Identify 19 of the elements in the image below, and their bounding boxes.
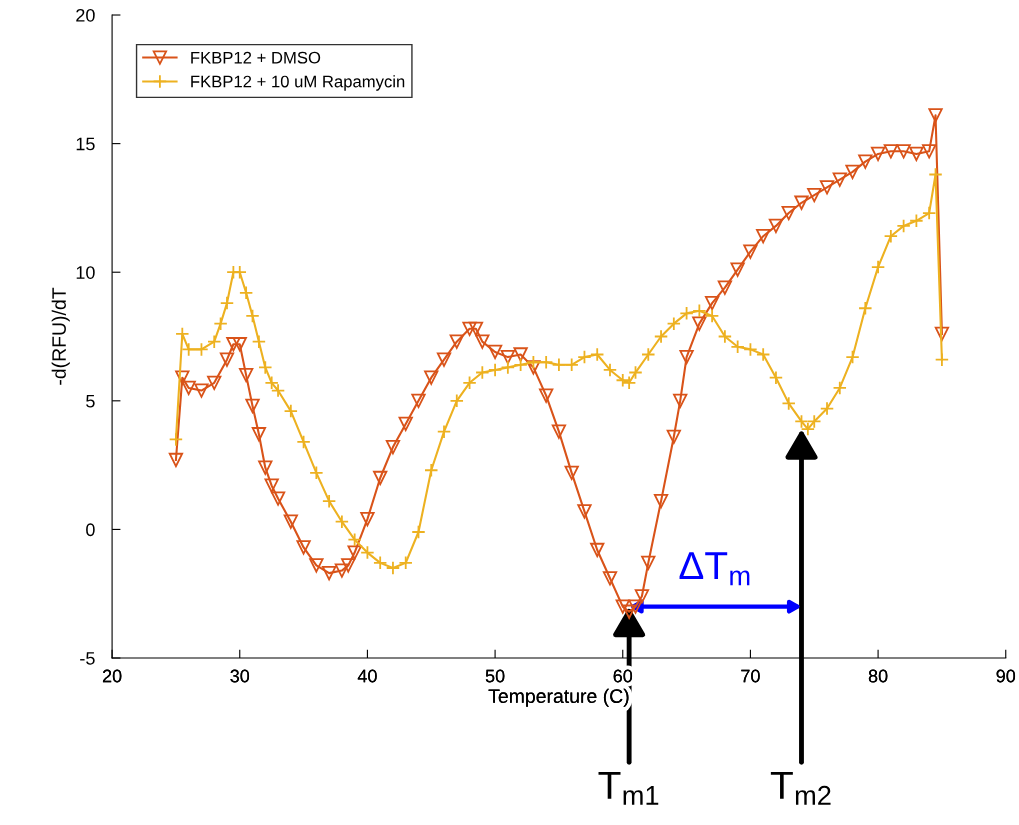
legend-label: FKBP12 + 10 uM Rapamycin bbox=[191, 75, 405, 91]
annotation: T$_{m2}$ bbox=[770, 771, 831, 805]
annotation: ΔT$_{m}$ bbox=[679, 552, 750, 586]
legend-label: FKBP12 + DMSO bbox=[191, 51, 321, 64]
x-tick-label: 50 bbox=[485, 669, 505, 683]
x-tick-label: 70 bbox=[741, 669, 760, 683]
x-tick-label: 30 bbox=[230, 669, 250, 683]
y-axis-title: -d(RFU)/dT bbox=[51, 287, 70, 385]
annotation: T$_{m1}$ bbox=[598, 771, 659, 805]
x-tick-label: 40 bbox=[357, 669, 377, 683]
x-tick-label: 20 bbox=[102, 669, 122, 683]
y-tick-label: 20 bbox=[76, 8, 95, 22]
y-tick-label: 10 bbox=[76, 266, 95, 279]
y-tick-label: -5 bbox=[80, 652, 95, 665]
x-tick-label: 90 bbox=[996, 669, 1016, 683]
y-tick-label: 5 bbox=[86, 394, 95, 408]
y-tick-label: 15 bbox=[76, 137, 95, 151]
y-tick-label: 0 bbox=[86, 523, 95, 537]
x-tick-label: 80 bbox=[868, 669, 888, 683]
